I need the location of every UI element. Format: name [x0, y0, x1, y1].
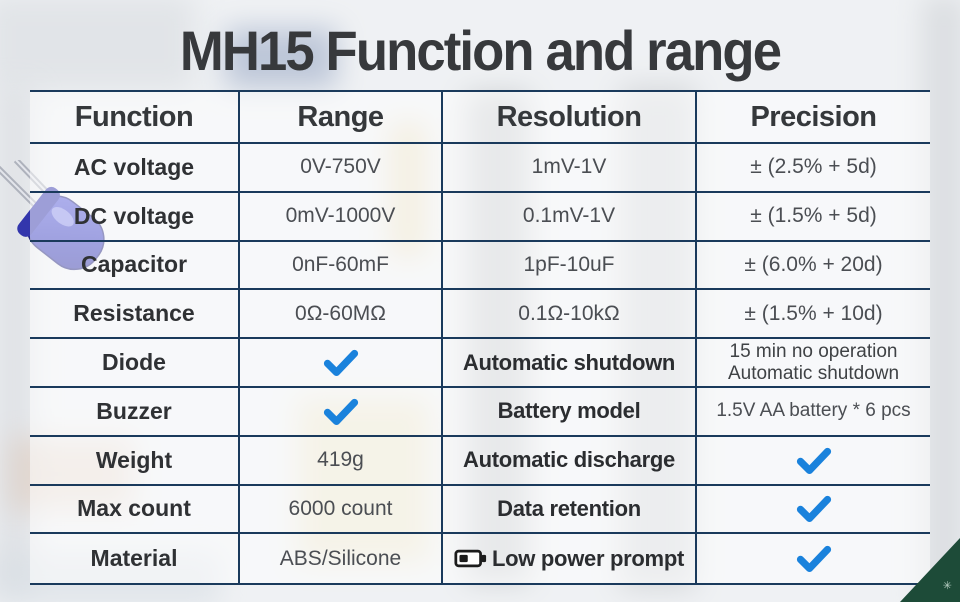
precision-cell-check [697, 437, 930, 486]
function-cell: Buzzer [30, 387, 240, 437]
precision-cell: 15 min no operation Automatic shutdown [697, 339, 930, 388]
resolution-cell: 0.1mV-1V [443, 192, 697, 242]
header-precision: Precision [697, 92, 930, 144]
range-cell: 0nF-60mF [240, 241, 443, 291]
page-title: MH15 Function and range [179, 19, 782, 82]
resolution-cell: Battery model [443, 387, 697, 437]
precision-line-2: Automatic shutdown [727, 362, 900, 384]
range-cell-check [240, 387, 443, 437]
function-cell: DC voltage [30, 192, 240, 242]
check-icon [323, 349, 358, 377]
range-cell: 0mV-1000V [240, 192, 443, 242]
precision-cell: ± (1.5% + 5d) [697, 193, 930, 242]
resolution-cell: Data retention [443, 485, 697, 535]
resolution-cell: Low power prompt [443, 534, 697, 584]
check-icon [796, 546, 831, 573]
resolution-cell: Automatic shutdown [443, 339, 697, 388]
precision-cell: ± (6.0% + 20d) [697, 242, 930, 291]
resolution-cell: Automatic discharge [443, 436, 697, 486]
precision-cell: ± (1.5% + 10d) [697, 290, 930, 340]
precision-cell: 1.5V AA battery * 6 pcs [697, 388, 930, 437]
header-function: Function [30, 92, 240, 144]
header-resolution: Resolution [443, 92, 697, 144]
precision-cell-check [697, 486, 930, 535]
precision-cell-check [697, 534, 930, 583]
check-icon [323, 398, 358, 425]
range-cell-check [240, 339, 443, 388]
check-icon [796, 496, 831, 523]
range-cell: 419g [240, 436, 443, 486]
range-cell: 0Ω-60MΩ [240, 290, 443, 340]
spec-table: Function Range Resolution Precision AC v… [30, 90, 930, 586]
resolution-cell: 1mV-1V [443, 144, 697, 193]
resolution-cell: 0.1Ω-10kΩ [443, 290, 697, 340]
resolution-cell: 1pF-10uF [443, 241, 697, 291]
check-icon [796, 447, 831, 474]
function-cell: AC voltage [30, 144, 240, 193]
header-range: Range [240, 92, 443, 144]
range-cell: ABS/Silicone [240, 534, 443, 584]
range-cell: 6000 count [240, 485, 443, 535]
precision-line-1: 15 min no operation [729, 340, 898, 362]
precision-cell: ± (2.5% + 5d) [697, 144, 930, 193]
function-cell: Weight [30, 436, 240, 486]
function-cell: Material [30, 534, 240, 584]
battery-low-icon [454, 550, 487, 568]
function-cell: Max count [30, 485, 240, 535]
range-cell: 0V-750V [240, 144, 443, 193]
resolution-label: Low power prompt [492, 545, 684, 571]
function-cell: Diode [30, 339, 240, 388]
function-cell: Capacitor [30, 241, 240, 291]
function-cell: Resistance [30, 290, 240, 340]
